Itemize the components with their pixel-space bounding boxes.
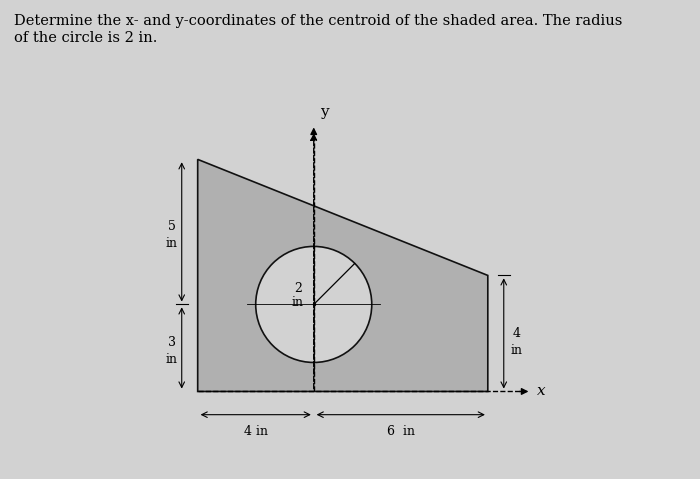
Text: 6  in: 6 in (387, 425, 415, 438)
Text: in: in (511, 344, 523, 357)
Polygon shape (197, 160, 488, 391)
Text: in: in (166, 237, 178, 250)
Text: in: in (292, 297, 304, 309)
Text: 2: 2 (294, 282, 302, 295)
Text: 3: 3 (167, 336, 176, 349)
Text: 5: 5 (167, 219, 176, 233)
Circle shape (256, 246, 372, 363)
Text: x: x (537, 385, 546, 399)
Text: y: y (319, 105, 328, 119)
Text: Determine the x- and y-coordinates of the centroid of the shaded area. The radiu: Determine the x- and y-coordinates of th… (14, 14, 622, 45)
Text: 4: 4 (513, 327, 521, 340)
Text: 4 in: 4 in (244, 425, 267, 438)
Text: in: in (166, 353, 178, 366)
